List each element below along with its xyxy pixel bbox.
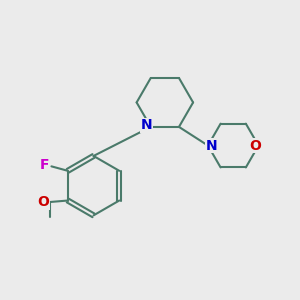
Text: N: N — [141, 118, 153, 132]
Text: O: O — [250, 139, 262, 152]
Text: O: O — [38, 195, 50, 209]
Text: N: N — [206, 139, 217, 152]
Text: F: F — [40, 158, 50, 172]
